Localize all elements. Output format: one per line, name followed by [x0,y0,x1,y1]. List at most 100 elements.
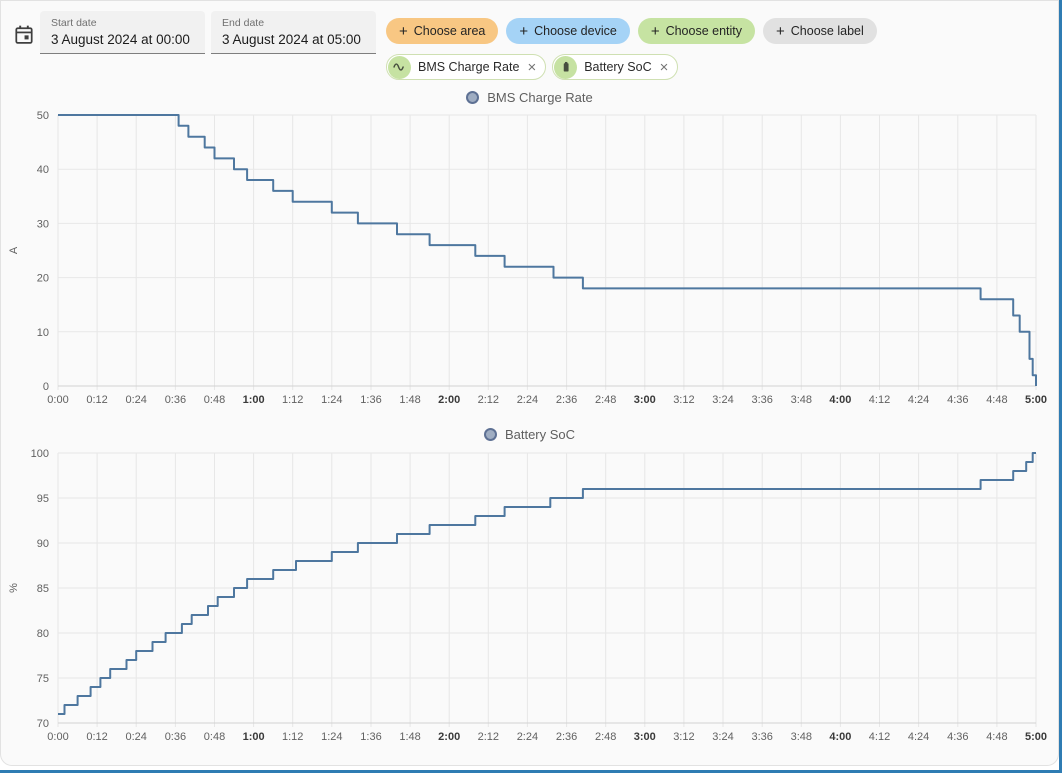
svg-text:0:00: 0:00 [47,394,68,406]
choose-label-button[interactable]: + Choose label [763,18,877,44]
svg-text:4:48: 4:48 [986,731,1007,743]
battery-icon [554,55,578,79]
battery-soc-chart[interactable]: 0:00 0:12 0:24 0:36 0:48 1:00 1:12 1:24 1:36 1:48… [1,443,1062,753]
choose-label-label: Choose label [790,24,864,38]
svg-text:3:12: 3:12 [673,731,694,743]
svg-text:%: % [8,583,20,593]
svg-text:1:36: 1:36 [360,731,381,743]
svg-text:0:12: 0:12 [86,731,107,743]
plus-icon: + [650,22,660,40]
end-date-field[interactable]: End date 3 August 2024 at 05:00 [211,11,376,54]
choose-area-label: Choose area [413,24,486,38]
svg-text:100: 100 [31,448,49,460]
svg-text:3:48: 3:48 [791,731,812,743]
svg-text:4:36: 4:36 [947,394,968,406]
svg-text:0:48: 0:48 [204,394,225,406]
svg-text:1:00: 1:00 [243,394,265,406]
svg-text:2:00: 2:00 [438,731,460,743]
svg-text:2:12: 2:12 [478,394,499,406]
svg-text:0:00: 0:00 [47,731,68,743]
end-date-label: End date [222,17,265,29]
svg-text:1:12: 1:12 [282,731,303,743]
choose-entity-button[interactable]: + Choose entity [637,18,756,44]
svg-text:3:00: 3:00 [634,394,656,406]
chart-title-text: Battery SoC [504,427,576,442]
svg-text:0:36: 0:36 [165,394,186,406]
legend-marker [483,428,497,441]
svg-text:80: 80 [37,628,49,640]
svg-text:2:48: 2:48 [595,394,616,406]
svg-text:2:48: 2:48 [595,731,616,743]
svg-text:1:48: 1:48 [399,394,420,406]
chart-title-battery-soc: Battery SoC [1,427,1058,442]
plus-icon: + [776,22,785,40]
svg-text:40: 40 [37,164,49,176]
calendar-button[interactable] [11,22,37,48]
svg-text:95: 95 [37,493,49,505]
legend-marker [466,91,480,104]
svg-text:1:00: 1:00 [243,731,265,743]
plus-icon: + [399,22,408,40]
svg-text:4:24: 4:24 [908,731,929,743]
svg-text:30: 30 [37,218,49,230]
chart-title-text: BMS Charge Rate [487,90,593,105]
entity-chip-row: BMS Charge Rate × Battery SoC × [386,54,877,80]
plus-icon: + [519,22,529,40]
svg-text:0:12: 0:12 [86,394,107,406]
svg-text:10: 10 [37,327,49,339]
svg-text:1:12: 1:12 [282,394,303,406]
svg-text:70: 70 [37,718,49,730]
svg-text:1:24: 1:24 [321,731,342,743]
chip-remove-icon[interactable]: × [527,58,537,76]
svg-text:1:24: 1:24 [321,394,342,406]
svg-text:20: 20 [37,273,49,285]
svg-text:5:00: 5:00 [1025,394,1047,406]
svg-text:5:00: 5:00 [1025,731,1047,743]
svg-text:4:24: 4:24 [908,394,929,406]
choose-area-button[interactable]: + Choose area [386,18,499,44]
svg-text:3:48: 3:48 [791,394,812,406]
svg-text:1:48: 1:48 [399,731,420,743]
svg-text:4:12: 4:12 [869,394,890,406]
chart-title-bms-charge-rate: BMS Charge Rate [1,90,1058,105]
end-date-value: 3 August 2024 at 05:00 [222,32,361,47]
chip-remove-icon[interactable]: × [659,58,669,76]
svg-text:2:36: 2:36 [556,394,577,406]
start-date-label: Start date [51,17,97,29]
start-date-value: 3 August 2024 at 00:00 [51,32,190,47]
svg-text:3:00: 3:00 [634,731,656,743]
svg-text:2:12: 2:12 [478,731,499,743]
svg-text:A: A [8,246,20,254]
svg-text:0:24: 0:24 [125,394,146,406]
svg-text:4:12: 4:12 [869,731,890,743]
chip-bms-charge-rate[interactable]: BMS Charge Rate × [386,54,547,80]
chip-label: Battery SoC [584,60,652,74]
svg-text:0:24: 0:24 [125,731,146,743]
svg-text:50: 50 [37,110,49,122]
choose-device-button[interactable]: + Choose device [506,18,630,44]
svg-text:0:48: 0:48 [204,731,225,743]
bms-charge-rate-chart[interactable]: 0:00 0:12 0:24 0:36 0:48 1:00 1:12 1:24 1:36 1:48… [1,106,1062,416]
sine-wave-icon [388,55,411,79]
svg-text:2:24: 2:24 [517,394,538,406]
chip-label: BMS Charge Rate [418,60,520,74]
svg-text:2:36: 2:36 [556,731,577,743]
filter-button-row: + Choose area + Choose device + Choose e… [386,18,877,44]
svg-text:3:36: 3:36 [751,731,772,743]
svg-text:4:48: 4:48 [986,394,1007,406]
svg-text:3:12: 3:12 [673,394,694,406]
svg-text:3:24: 3:24 [712,731,733,743]
choose-device-label: Choose device [534,24,617,38]
svg-text:0: 0 [43,381,49,393]
choose-entity-label: Choose entity [665,24,743,38]
svg-text:4:00: 4:00 [829,394,851,406]
chip-battery-soc[interactable]: Battery SoC × [552,54,679,80]
svg-text:3:24: 3:24 [712,394,733,406]
svg-text:85: 85 [37,583,49,595]
start-date-field[interactable]: Start date 3 August 2024 at 00:00 [40,11,205,54]
svg-text:4:36: 4:36 [947,731,968,743]
svg-text:3:36: 3:36 [751,394,772,406]
svg-text:1:36: 1:36 [360,394,381,406]
